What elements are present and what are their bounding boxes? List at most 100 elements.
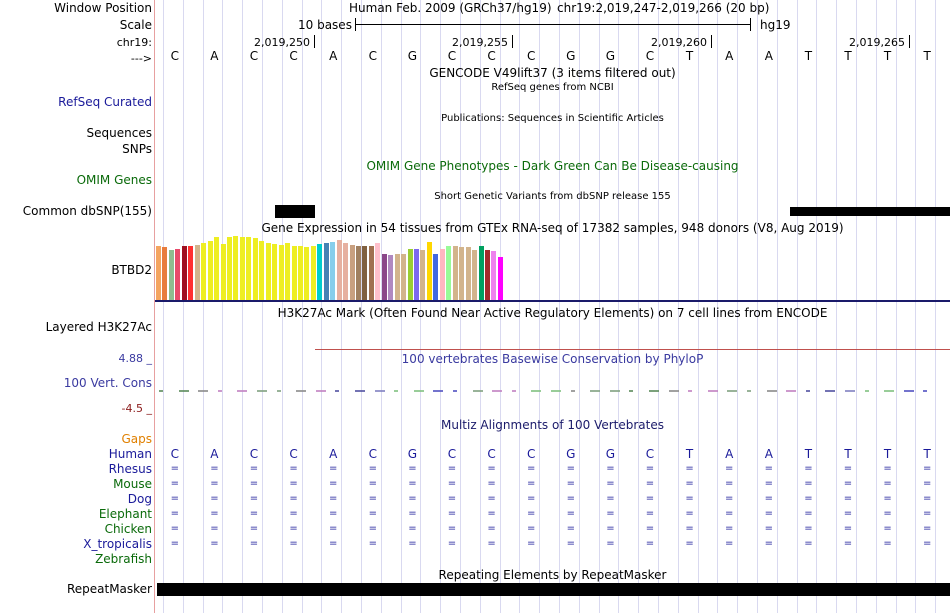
gtex-tissue-bar[interactable] xyxy=(156,246,161,300)
repeatmasker-block[interactable] xyxy=(157,583,950,596)
gtex-tissue-bar[interactable] xyxy=(478,246,484,300)
label-btbd2[interactable]: BTBD2 xyxy=(111,263,152,277)
gtex-tissue-bar[interactable] xyxy=(188,246,194,300)
gtex-tissue-bar[interactable] xyxy=(201,243,207,300)
label-layered-h3k27ac[interactable]: Layered H3K27Ac xyxy=(45,320,152,334)
gtex-tissue-bar[interactable] xyxy=(246,237,252,300)
grid-line xyxy=(182,0,184,613)
label-vert-cons[interactable]: 100 Vert. Cons xyxy=(63,376,152,390)
multiz-match-symbol: = xyxy=(249,538,259,549)
gtex-tissue-bar[interactable] xyxy=(407,249,413,300)
gtex-tissue-bar[interactable] xyxy=(278,245,284,300)
repeat-track-title[interactable]: Repeating Elements by RepeatMasker xyxy=(438,568,667,582)
multiz-human-base: C xyxy=(487,447,496,461)
gtex-tissue-bar[interactable] xyxy=(214,237,220,300)
multiz-match-symbol: = xyxy=(724,463,734,474)
gtex-tissue-bar[interactable] xyxy=(252,238,258,300)
label-repeatmasker[interactable]: RepeatMasker xyxy=(66,582,152,596)
gtex-tissue-bar[interactable] xyxy=(297,246,303,300)
gtex-tissue-bar[interactable] xyxy=(220,244,226,300)
reference-base: T xyxy=(923,49,931,63)
gtex-tissue-bar[interactable] xyxy=(388,255,394,300)
gtex-tissue-bar[interactable] xyxy=(207,241,213,300)
gtex-tissue-bar[interactable] xyxy=(291,246,297,300)
gtex-tissue-bar[interactable] xyxy=(426,242,432,300)
gtex-tissue-bar[interactable] xyxy=(491,251,497,300)
gtex-tissue-bar[interactable] xyxy=(175,249,181,300)
gtex-tissue-bar[interactable] xyxy=(381,254,387,300)
gtex-tissue-bar[interactable] xyxy=(310,246,316,300)
gtex-tissue-bar[interactable] xyxy=(472,250,478,300)
gtex-tissue-bar[interactable] xyxy=(356,246,361,300)
multiz-track-title[interactable]: Multiz Alignments of 100 Vertebrates xyxy=(440,418,665,432)
reference-base: T xyxy=(883,49,892,63)
label-strand-arrow[interactable]: ---> xyxy=(130,52,152,65)
gtex-tissue-bar[interactable] xyxy=(394,254,400,300)
gtex-tissue-bar[interactable] xyxy=(484,250,490,300)
label-common-dbsnp[interactable]: Common dbSNP(155) xyxy=(22,204,152,218)
h3k27ac-track-title[interactable]: H3K27Ac Mark (Often Found Near Active Re… xyxy=(277,306,828,320)
species-label[interactable]: Elephant xyxy=(98,507,152,521)
label-sequences[interactable]: Sequences xyxy=(86,126,152,140)
gtex-tissue-bar[interactable] xyxy=(433,254,439,300)
dbsnp-variant-block[interactable] xyxy=(275,205,315,218)
species-label[interactable]: Mouse xyxy=(113,477,152,491)
gtex-tissue-bar[interactable] xyxy=(362,246,368,300)
gtex-tissue-bar[interactable] xyxy=(414,249,419,300)
conservation-dash xyxy=(727,390,738,392)
gtex-tissue-bar[interactable] xyxy=(239,237,245,300)
multiz-match-symbol: = xyxy=(883,523,892,534)
gtex-tissue-bar[interactable] xyxy=(465,247,471,300)
species-label[interactable]: Dog xyxy=(127,492,152,506)
coord-tick-2 xyxy=(512,35,513,48)
gtex-tissue-bar[interactable] xyxy=(446,246,452,300)
conservation-dash xyxy=(394,390,399,392)
gtex-tissue-bar[interactable] xyxy=(497,257,503,300)
label-scale[interactable]: Scale xyxy=(119,18,152,32)
gtex-tissue-bar[interactable] xyxy=(304,247,310,300)
gtex-tissue-bar[interactable] xyxy=(439,249,445,300)
gtex-tissue-bar[interactable] xyxy=(452,246,458,300)
label-chrom[interactable]: chr19: xyxy=(116,36,152,49)
gtex-tissue-bar[interactable] xyxy=(265,243,271,300)
label-omim[interactable]: OMIM Genes xyxy=(76,173,152,187)
gtex-tissue-bar[interactable] xyxy=(330,242,336,300)
species-label[interactable]: Rhesus xyxy=(108,462,152,476)
gtex-track-title[interactable]: Gene Expression in 54 tissues from GTEx … xyxy=(261,221,844,235)
label-refseq[interactable]: RefSeq Curated xyxy=(58,95,152,109)
gtex-tissue-bar[interactable] xyxy=(401,254,407,300)
grid-line xyxy=(677,0,679,613)
multiz-match-symbol: = xyxy=(883,478,892,489)
gtex-tissue-bar[interactable] xyxy=(375,243,381,300)
gtex-tissue-bar[interactable] xyxy=(420,250,426,300)
species-label[interactable]: Human xyxy=(108,447,152,461)
species-label[interactable]: Chicken xyxy=(104,522,152,536)
gtex-tissue-bar[interactable] xyxy=(285,243,290,300)
multiz-human-base: T xyxy=(844,447,852,461)
gtex-tissue-bar[interactable] xyxy=(349,245,355,300)
species-label[interactable]: X_tropicalis xyxy=(83,537,152,551)
gtex-tissue-bar[interactable] xyxy=(368,246,374,300)
phylop-track-title[interactable]: 100 vertebrates Basewise Conservation by… xyxy=(401,352,704,366)
species-label[interactable]: Zebrafish xyxy=(95,552,152,566)
pubs-track-title[interactable]: Publications: Sequences in Scientific Ar… xyxy=(441,113,664,124)
label-gaps[interactable]: Gaps xyxy=(121,432,152,446)
gtex-tissue-bar[interactable] xyxy=(336,240,342,300)
gtex-tissue-bar[interactable] xyxy=(194,245,200,300)
gtex-tissue-bar[interactable] xyxy=(181,246,187,300)
gtex-tissue-bar[interactable] xyxy=(343,243,349,300)
gtex-tissue-bar[interactable] xyxy=(233,236,239,300)
gtex-tissue-bar[interactable] xyxy=(168,250,174,300)
gencode-track-title[interactable]: GENCODE V49lift37 (3 items filtered out) xyxy=(429,66,676,80)
label-window-position[interactable]: Window Position xyxy=(54,1,152,15)
multiz-match-symbol: = xyxy=(645,508,655,519)
label-snps[interactable]: SNPs xyxy=(122,142,152,156)
gtex-tissue-bar[interactable] xyxy=(226,237,232,300)
gtex-tissue-bar[interactable] xyxy=(317,244,323,300)
gtex-tissue-bar[interactable] xyxy=(459,247,465,300)
gtex-tissue-bar[interactable] xyxy=(162,247,168,300)
gtex-tissue-bar[interactable] xyxy=(323,243,329,300)
dbsnp-variant-block[interactable] xyxy=(790,207,950,216)
gtex-tissue-bar[interactable] xyxy=(259,241,265,300)
gtex-tissue-bar[interactable] xyxy=(272,244,278,300)
